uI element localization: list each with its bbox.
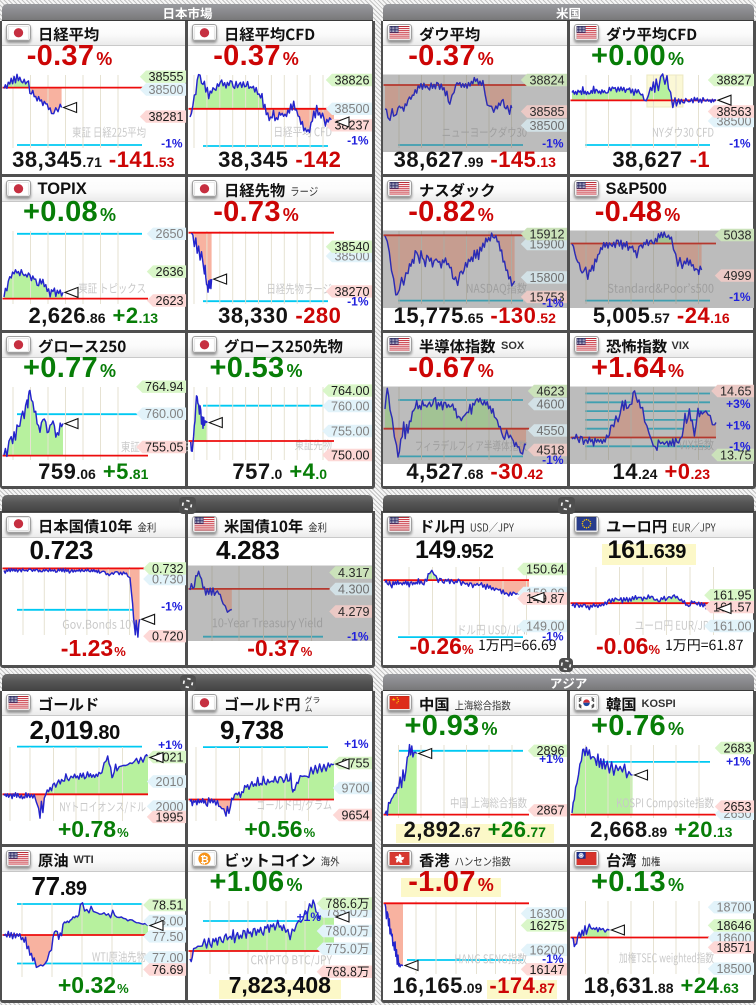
svg-text:16300: 16300 bbox=[529, 907, 564, 921]
svg-text:2636: 2636 bbox=[155, 265, 183, 279]
svg-text:2000: 2000 bbox=[155, 800, 183, 814]
svg-text:-1%: -1% bbox=[161, 137, 183, 151]
svg-text:-1%: -1% bbox=[347, 629, 369, 643]
svg-text:0.730: 0.730 bbox=[151, 572, 183, 586]
svg-text:4.279: 4.279 bbox=[338, 604, 370, 618]
svg-text:77.00: 77.00 bbox=[151, 951, 183, 965]
svg-text:2867: 2867 bbox=[536, 804, 564, 818]
svg-text:38555: 38555 bbox=[148, 70, 183, 84]
svg-text:38281: 38281 bbox=[148, 110, 183, 124]
svg-text:149.87: 149.87 bbox=[526, 591, 565, 605]
svg-text:2896: 2896 bbox=[536, 744, 564, 758]
svg-text:161.57: 161.57 bbox=[712, 600, 751, 614]
svg-text:15753: 15753 bbox=[529, 290, 564, 304]
svg-text:13.75: 13.75 bbox=[719, 448, 751, 462]
svg-text:15800: 15800 bbox=[529, 271, 564, 285]
svg-text:760.00: 760.00 bbox=[331, 399, 370, 413]
svg-text:764.94: 764.94 bbox=[144, 380, 183, 394]
svg-text:1995: 1995 bbox=[155, 810, 183, 824]
svg-text:38824: 38824 bbox=[529, 73, 564, 87]
svg-text:+1%: +1% bbox=[539, 752, 564, 766]
svg-text:38563: 38563 bbox=[716, 105, 751, 119]
svg-text:38500: 38500 bbox=[529, 119, 564, 133]
svg-text:-1%: -1% bbox=[542, 629, 564, 643]
svg-text:-1%: -1% bbox=[542, 952, 564, 966]
svg-text:38585: 38585 bbox=[529, 105, 564, 119]
svg-text:38540: 38540 bbox=[334, 240, 369, 254]
svg-text:15900: 15900 bbox=[529, 237, 564, 251]
svg-text:38270: 38270 bbox=[334, 285, 369, 299]
svg-text:2010: 2010 bbox=[155, 775, 183, 789]
svg-text:750.00: 750.00 bbox=[331, 448, 370, 462]
svg-text:4518: 4518 bbox=[536, 443, 564, 457]
svg-text:4600: 4600 bbox=[536, 397, 564, 411]
svg-text:38500: 38500 bbox=[716, 114, 751, 128]
svg-text:+1%: +1% bbox=[344, 737, 369, 751]
svg-text:755.05: 755.05 bbox=[144, 440, 183, 454]
svg-text:+3%: +3% bbox=[726, 397, 751, 411]
svg-text:161.00: 161.00 bbox=[712, 619, 751, 633]
svg-text:18646: 18646 bbox=[716, 919, 751, 933]
svg-text:4.317: 4.317 bbox=[338, 565, 370, 579]
svg-text:4.300: 4.300 bbox=[338, 582, 370, 596]
svg-text:150.64: 150.64 bbox=[526, 562, 565, 576]
svg-text:₿: ₿ bbox=[200, 854, 208, 866]
svg-text:-1%: -1% bbox=[542, 137, 564, 151]
svg-text:38500: 38500 bbox=[148, 83, 183, 97]
svg-text:-1%: -1% bbox=[542, 296, 564, 310]
svg-text:2653: 2653 bbox=[723, 800, 751, 814]
svg-text:-1%: -1% bbox=[729, 290, 751, 304]
svg-text:16147: 16147 bbox=[529, 963, 564, 977]
svg-text:38827: 38827 bbox=[716, 73, 751, 87]
svg-text:4550: 4550 bbox=[536, 424, 564, 438]
svg-text:2683: 2683 bbox=[723, 741, 751, 755]
svg-text:15912: 15912 bbox=[529, 227, 564, 241]
svg-text:-1%: -1% bbox=[161, 599, 183, 613]
svg-text:76.69: 76.69 bbox=[151, 963, 183, 977]
svg-text:0.720: 0.720 bbox=[151, 629, 183, 643]
svg-text:14.65: 14.65 bbox=[719, 384, 751, 398]
svg-text:9700: 9700 bbox=[341, 781, 369, 795]
svg-text:760.00: 760.00 bbox=[144, 407, 183, 421]
svg-text:0.732: 0.732 bbox=[151, 561, 183, 575]
svg-text:-1%: -1% bbox=[542, 453, 564, 467]
svg-text:4623: 4623 bbox=[536, 384, 564, 398]
svg-text:-1%: -1% bbox=[347, 295, 369, 309]
svg-text:+1%: +1% bbox=[726, 755, 751, 769]
svg-text:18571: 18571 bbox=[716, 941, 751, 955]
svg-text:149.00: 149.00 bbox=[526, 619, 565, 633]
svg-text:-1%: -1% bbox=[347, 134, 369, 148]
svg-text:77.50: 77.50 bbox=[151, 930, 183, 944]
svg-text:16200: 16200 bbox=[529, 943, 564, 957]
svg-text:-1%: -1% bbox=[729, 440, 751, 454]
svg-text:18500: 18500 bbox=[716, 962, 751, 976]
svg-text:9654: 9654 bbox=[341, 808, 369, 822]
svg-text:78.51: 78.51 bbox=[151, 898, 183, 912]
svg-text:755.00: 755.00 bbox=[331, 424, 370, 438]
svg-text:-1%: -1% bbox=[729, 137, 751, 151]
svg-text:+1%: +1% bbox=[297, 910, 322, 924]
svg-text:38500: 38500 bbox=[334, 102, 369, 116]
svg-text:764.00: 764.00 bbox=[331, 384, 370, 398]
svg-text:16275: 16275 bbox=[529, 919, 564, 933]
svg-text:2650: 2650 bbox=[155, 227, 183, 241]
svg-text:18700: 18700 bbox=[716, 901, 751, 915]
svg-text:+1%: +1% bbox=[726, 419, 751, 433]
svg-text:+1%: +1% bbox=[158, 738, 183, 752]
svg-text:2623: 2623 bbox=[155, 294, 183, 308]
svg-text:5038: 5038 bbox=[723, 228, 751, 242]
svg-text:38826: 38826 bbox=[334, 73, 369, 87]
svg-text:161.95: 161.95 bbox=[712, 588, 751, 602]
svg-text:4999: 4999 bbox=[723, 269, 751, 283]
